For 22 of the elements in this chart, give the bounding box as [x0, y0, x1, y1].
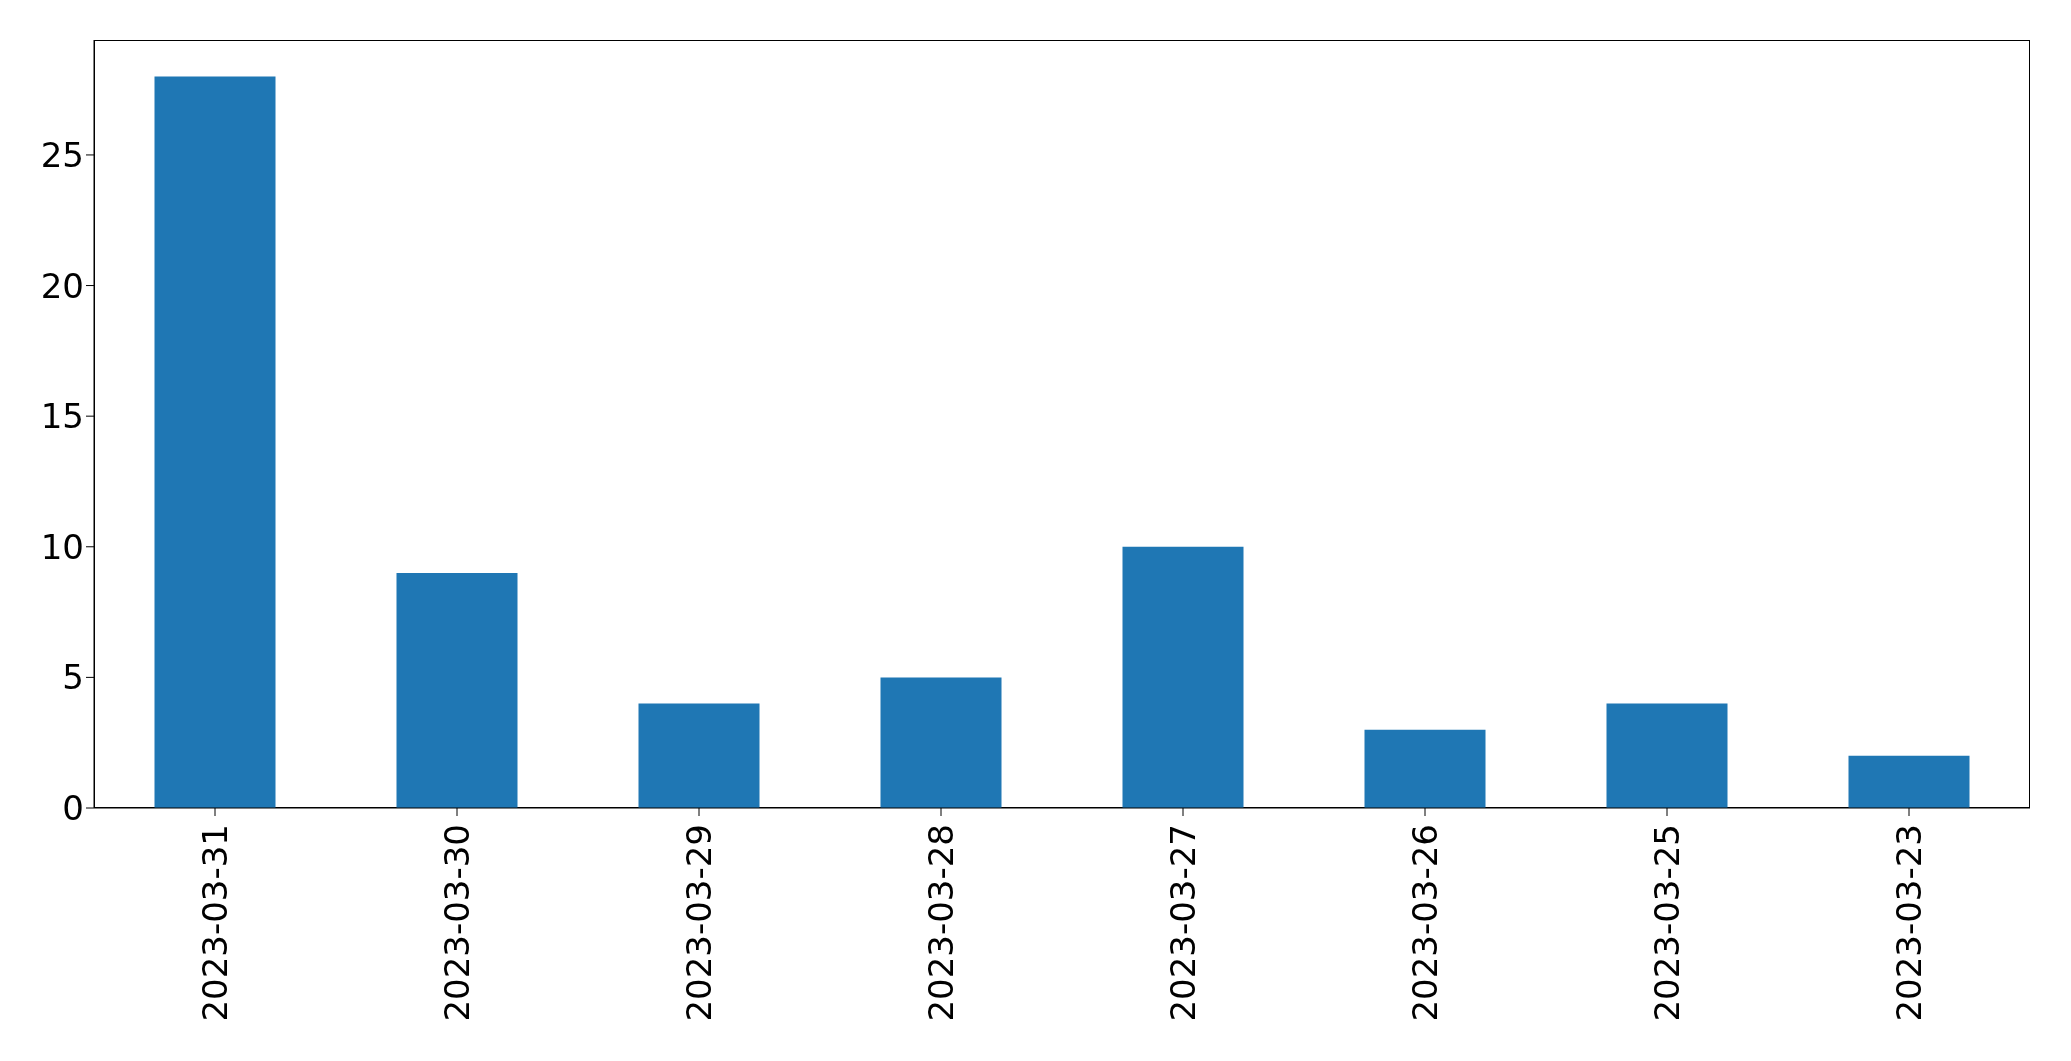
y-tick-label: 25	[40, 135, 84, 176]
x-tick-label: 2023-03-29	[679, 824, 719, 1022]
bar	[880, 677, 1002, 808]
x-tick-label: 2023-03-27	[1163, 824, 1203, 1022]
y-tick-label: 15	[40, 396, 84, 437]
bar	[396, 572, 518, 808]
x-tick-label: 2023-03-31	[195, 824, 235, 1022]
y-tick-label: 10	[40, 526, 84, 567]
y-tick-label: 20	[40, 265, 84, 306]
bar	[1848, 755, 1970, 808]
bar	[154, 76, 276, 808]
x-tick-label: 2023-03-26	[1405, 824, 1445, 1022]
x-tick-label: 2023-03-25	[1647, 824, 1687, 1022]
bar	[1606, 703, 1728, 808]
bar	[638, 703, 760, 808]
y-tick-label: 0	[62, 788, 84, 829]
x-tick-label: 2023-03-30	[437, 824, 477, 1022]
x-tick-label: 2023-03-28	[921, 824, 961, 1022]
y-tick-label: 5	[62, 657, 84, 698]
x-tick-label: 2023-03-23	[1889, 824, 1929, 1022]
bar	[1122, 546, 1244, 808]
bar	[1364, 729, 1486, 808]
